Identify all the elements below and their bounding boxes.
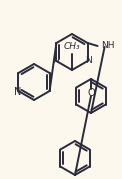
Text: NH: NH (102, 40, 115, 50)
Text: N: N (14, 87, 21, 97)
Text: CH₃: CH₃ (64, 42, 80, 51)
Text: N: N (52, 55, 59, 64)
Text: O: O (87, 88, 95, 98)
Text: N: N (85, 55, 92, 64)
